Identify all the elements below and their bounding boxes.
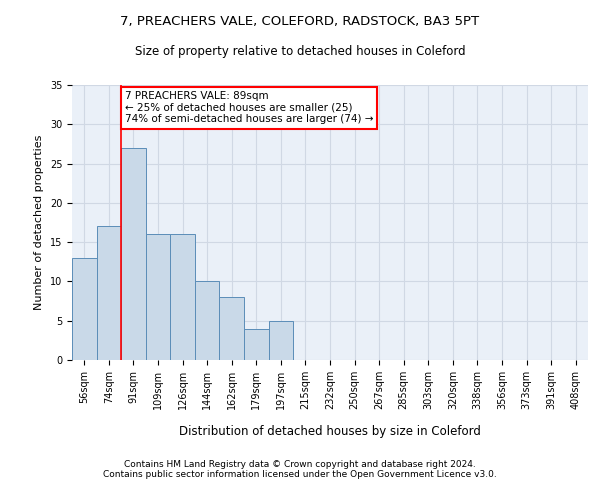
Bar — [220, 297, 244, 360]
Text: Contains HM Land Registry data © Crown copyright and database right 2024.
Contai: Contains HM Land Registry data © Crown c… — [103, 460, 497, 479]
Text: 7, PREACHERS VALE, COLEFORD, RADSTOCK, BA3 5PT: 7, PREACHERS VALE, COLEFORD, RADSTOCK, B… — [121, 15, 479, 28]
Bar — [72, 258, 97, 360]
Bar — [170, 234, 195, 360]
Text: Size of property relative to detached houses in Coleford: Size of property relative to detached ho… — [134, 45, 466, 58]
Bar — [121, 148, 146, 360]
Text: Distribution of detached houses by size in Coleford: Distribution of detached houses by size … — [179, 425, 481, 438]
Y-axis label: Number of detached properties: Number of detached properties — [34, 135, 44, 310]
Bar — [195, 282, 220, 360]
Bar — [146, 234, 170, 360]
Bar — [269, 320, 293, 360]
Bar — [97, 226, 121, 360]
Text: 7 PREACHERS VALE: 89sqm
← 25% of detached houses are smaller (25)
74% of semi-de: 7 PREACHERS VALE: 89sqm ← 25% of detache… — [125, 92, 373, 124]
Bar — [244, 328, 269, 360]
